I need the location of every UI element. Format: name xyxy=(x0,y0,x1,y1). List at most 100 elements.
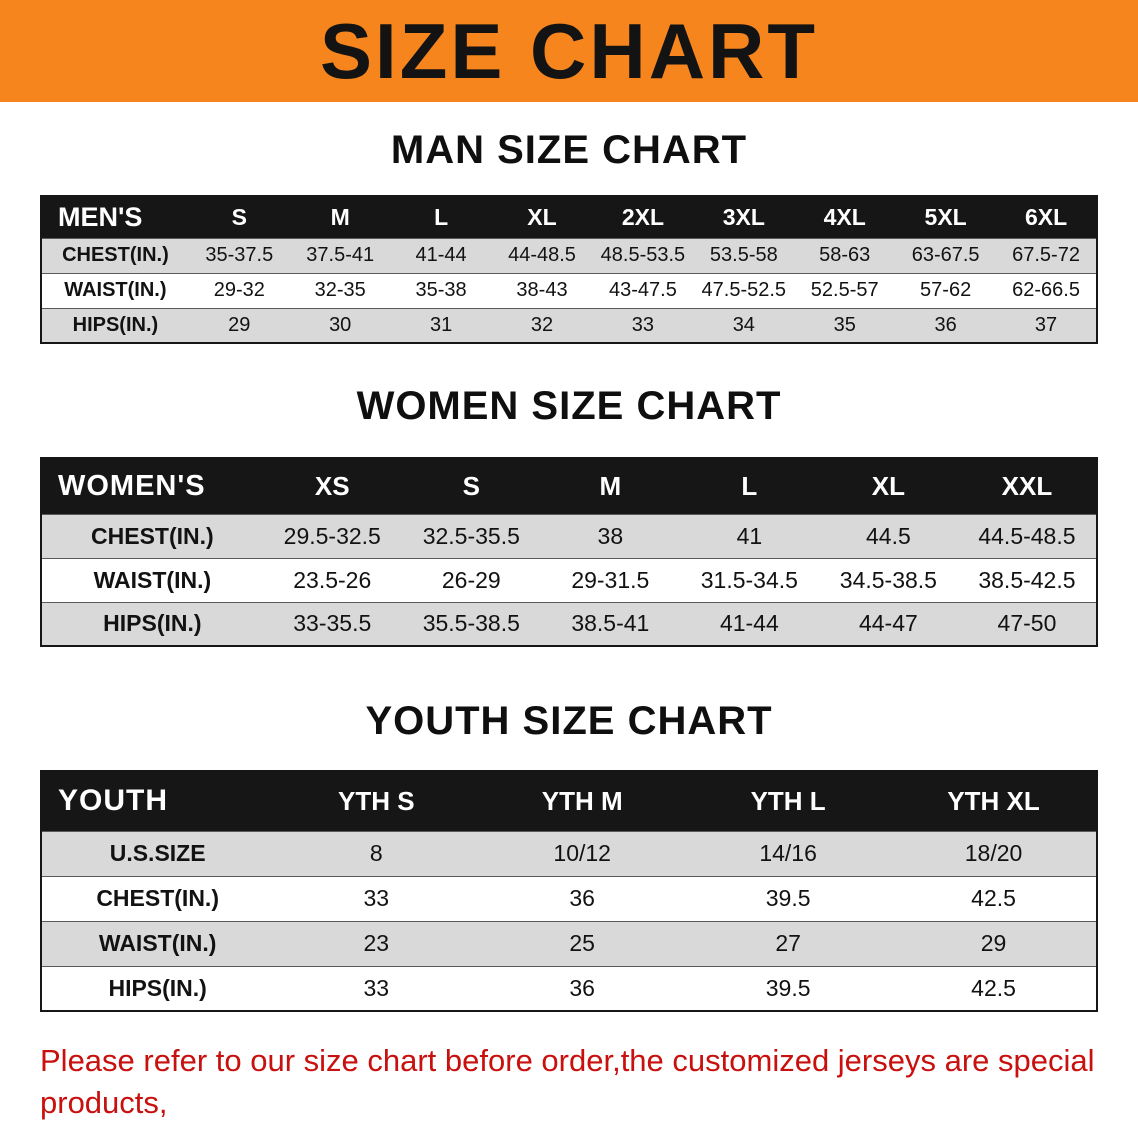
value-cell: 31 xyxy=(390,307,492,343)
value-cell: 32.5-35.5 xyxy=(401,513,541,558)
value-cell: 44-48.5 xyxy=(491,237,593,273)
value-cell: 23 xyxy=(273,920,480,966)
table-row: WAIST(IN.) 23.5-26 26-29 29-31.5 31.5-34.5 34… xyxy=(41,557,1097,602)
value-cell: 47-50 xyxy=(957,601,1097,646)
size-header-cell: XL xyxy=(818,458,958,514)
row-label-cell: U.S.SIZE xyxy=(41,830,274,876)
value-cell: 35 xyxy=(794,307,896,343)
size-header-cell: XL xyxy=(491,196,593,238)
table-row: CHEST(IN.) 29.5-32.5 32.5-35.5 38 41 44.5 44.5… xyxy=(41,513,1097,558)
value-cell: 63-67.5 xyxy=(895,237,997,273)
table-row: HIPS(IN.) 33-35.5 35.5-38.5 38.5-41 41-44 44-… xyxy=(41,601,1097,646)
table-row: HIPS(IN.) 29 30 31 32 33 34 35 36 37 xyxy=(41,307,1097,343)
value-cell: 47.5-52.5 xyxy=(693,272,795,308)
row-label-cell: CHEST(IN.) xyxy=(41,513,263,558)
men-size-table: MEN'S S M L XL 2XL 3XL 4XL 5XL 6XL CHEST(IN.) 35-37… xyxy=(40,195,1098,344)
value-cell: 44.5 xyxy=(818,513,958,558)
value-cell: 57-62 xyxy=(895,272,997,308)
size-header-cell: 6XL xyxy=(996,196,1097,238)
row-label-cell: WAIST(IN.) xyxy=(41,272,189,308)
row-label-cell: HIPS(IN.) xyxy=(41,601,263,646)
row-label-cell: CHEST(IN.) xyxy=(41,237,189,273)
value-cell: 41-44 xyxy=(390,237,492,273)
value-cell: 38 xyxy=(540,513,680,558)
value-cell: 35.5-38.5 xyxy=(401,601,541,646)
value-cell: 39.5 xyxy=(685,875,892,921)
size-header-cell: L xyxy=(390,196,492,238)
value-cell: 29 xyxy=(188,307,290,343)
value-cell: 44.5-48.5 xyxy=(957,513,1097,558)
row-label-cell: WAIST(IN.) xyxy=(41,920,274,966)
value-cell: 37.5-41 xyxy=(289,237,391,273)
value-cell: 23.5-26 xyxy=(262,557,402,602)
value-cell: 32 xyxy=(491,307,593,343)
value-cell: 35-38 xyxy=(390,272,492,308)
size-header-cell: M xyxy=(289,196,391,238)
size-header-cell: 3XL xyxy=(693,196,795,238)
row-label-cell: CHEST(IN.) xyxy=(41,875,274,921)
value-cell: 38.5-42.5 xyxy=(957,557,1097,602)
value-cell: 42.5 xyxy=(891,965,1097,1011)
value-cell: 41 xyxy=(679,513,819,558)
value-cell: 43-47.5 xyxy=(592,272,694,308)
size-header-cell: M xyxy=(540,458,680,514)
youth-section-heading: YOUTH SIZE CHART xyxy=(365,699,773,743)
table-title-cell: MEN'S xyxy=(41,196,189,238)
disclaimer-text: Please refer to our size chart before or… xyxy=(40,1040,1098,1132)
men-section-heading: MAN SIZE CHART xyxy=(390,128,748,172)
value-cell: 53.5-58 xyxy=(693,237,795,273)
value-cell: 26-29 xyxy=(401,557,541,602)
value-cell: 27 xyxy=(685,920,892,966)
size-header-cell: 4XL xyxy=(794,196,896,238)
size-header-cell: S xyxy=(188,196,290,238)
value-cell: 39.5 xyxy=(685,965,892,1011)
value-cell: 52.5-57 xyxy=(794,272,896,308)
table-title-cell: YOUTH xyxy=(41,771,274,831)
youth-size-table: YOUTH YTH S YTH M YTH L YTH XL U.S.SIZE 8 10/12… xyxy=(40,770,1098,1012)
value-cell: 34.5-38.5 xyxy=(818,557,958,602)
row-label-cell: HIPS(IN.) xyxy=(41,307,189,343)
section-men: MAN SIZE CHART MEN'S S M L XL 2XL 3XL 4XL 5XL 6XL… xyxy=(0,128,1138,344)
disclaimer-line-2: we don't accept cancel, change, teturn o… xyxy=(40,1127,1097,1132)
size-header-cell: 2XL xyxy=(592,196,694,238)
value-cell: 36 xyxy=(895,307,997,343)
value-cell: 29-32 xyxy=(188,272,290,308)
value-cell: 38-43 xyxy=(491,272,593,308)
value-cell: 8 xyxy=(273,830,480,876)
size-header-cell: YTH L xyxy=(685,771,892,831)
value-cell: 33 xyxy=(273,965,480,1011)
row-label-cell: HIPS(IN.) xyxy=(41,965,274,1011)
row-label-cell: WAIST(IN.) xyxy=(41,557,263,602)
section-women: WOMEN SIZE CHART WOMEN'S XS S M L XL XXL CHEST(… xyxy=(0,384,1138,647)
page-title: SIZE CHART xyxy=(320,7,818,95)
table-title-cell: WOMEN'S xyxy=(41,458,263,514)
value-cell: 44-47 xyxy=(818,601,958,646)
value-cell: 33 xyxy=(592,307,694,343)
value-cell: 29-31.5 xyxy=(540,557,680,602)
value-cell: 29.5-32.5 xyxy=(262,513,402,558)
table-header-row: MEN'S S M L XL 2XL 3XL 4XL 5XL 6XL xyxy=(41,196,1097,238)
women-size-table: WOMEN'S XS S M L XL XXL CHEST(IN.) 29.5-32.5 32.5… xyxy=(40,457,1098,647)
value-cell: 14/16 xyxy=(685,830,892,876)
value-cell: 38.5-41 xyxy=(540,601,680,646)
table-header-row: WOMEN'S XS S M L XL XXL xyxy=(41,458,1097,514)
table-header-row: YOUTH YTH S YTH M YTH L YTH XL xyxy=(41,771,1097,831)
table-row: HIPS(IN.) 33 36 39.5 42.5 xyxy=(41,965,1097,1011)
value-cell: 25 xyxy=(479,920,686,966)
value-cell: 35-37.5 xyxy=(188,237,290,273)
value-cell: 33 xyxy=(273,875,480,921)
value-cell: 67.5-72 xyxy=(996,237,1097,273)
size-header-cell: S xyxy=(401,458,541,514)
value-cell: 42.5 xyxy=(891,875,1097,921)
value-cell: 29 xyxy=(891,920,1097,966)
value-cell: 48.5-53.5 xyxy=(592,237,694,273)
table-row: U.S.SIZE 8 10/12 14/16 18/20 xyxy=(41,830,1097,876)
value-cell: 34 xyxy=(693,307,795,343)
value-cell: 30 xyxy=(289,307,391,343)
value-cell: 37 xyxy=(996,307,1097,343)
table-row: WAIST(IN.) 29-32 32-35 35-38 38-43 43-47.5 47.… xyxy=(41,272,1097,308)
disclaimer-line-1: Please refer to our size chart before or… xyxy=(40,1043,1095,1120)
table-row: CHEST(IN.) 33 36 39.5 42.5 xyxy=(41,875,1097,921)
women-section-heading: WOMEN SIZE CHART xyxy=(356,384,782,428)
